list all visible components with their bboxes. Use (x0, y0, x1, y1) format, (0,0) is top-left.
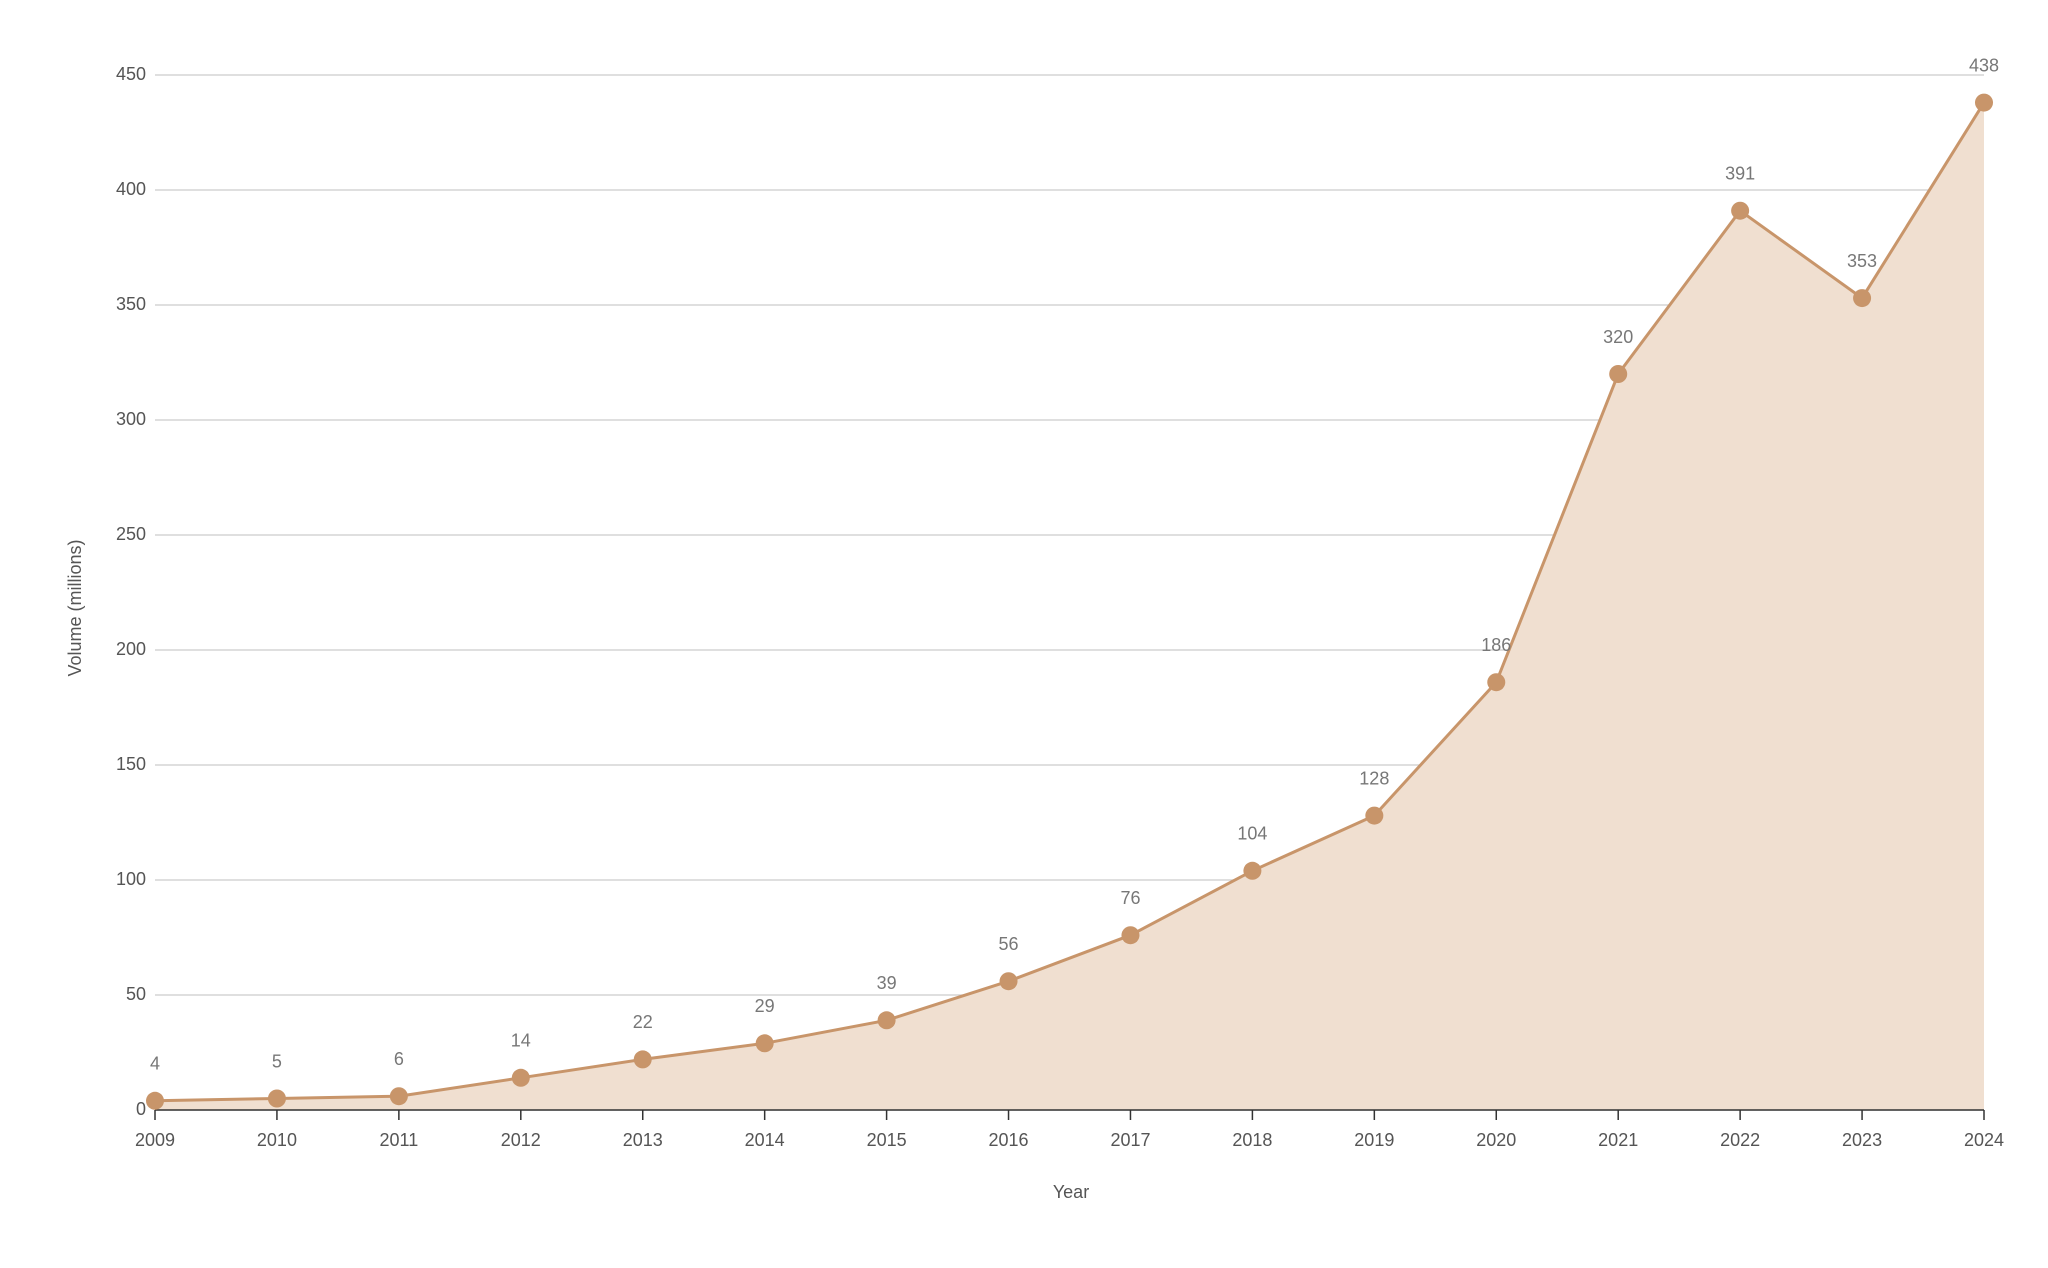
x-tick-label: 2024 (1964, 1130, 2004, 1150)
value-label: 6 (394, 1049, 404, 1069)
x-tick-label: 2017 (1110, 1130, 1150, 1150)
y-tick-label: 150 (116, 754, 146, 774)
x-tick-label: 2016 (989, 1130, 1029, 1150)
x-tick-label: 2023 (1842, 1130, 1882, 1150)
x-tick-label: 2009 (135, 1130, 175, 1150)
data-point (1121, 926, 1140, 945)
x-tick-label: 2013 (623, 1130, 663, 1150)
y-tick-label: 50 (126, 984, 146, 1004)
x-tick-label: 2020 (1476, 1130, 1516, 1150)
x-tick-label: 2014 (745, 1130, 785, 1150)
y-tick-label: 350 (116, 294, 146, 314)
value-label: 56 (999, 934, 1019, 954)
value-label: 104 (1237, 824, 1267, 844)
data-point (511, 1068, 530, 1087)
value-label: 438 (1969, 55, 1999, 75)
y-tick-label: 0 (136, 1099, 146, 1119)
data-point (1731, 201, 1750, 220)
x-tick-label: 2015 (867, 1130, 907, 1150)
area-fill (155, 102, 1984, 1111)
x-tick-label: 2011 (380, 1130, 419, 1150)
data-point (1243, 861, 1262, 880)
value-label: 353 (1847, 251, 1877, 271)
value-label: 76 (1120, 888, 1140, 908)
data-point (1365, 806, 1384, 825)
value-label: 186 (1481, 635, 1511, 655)
data-point (146, 1091, 164, 1110)
value-label: 320 (1603, 327, 1633, 347)
value-label: 22 (633, 1012, 653, 1032)
x-axis-label: Year (1053, 1182, 1089, 1202)
value-label: 14 (511, 1031, 531, 1051)
y-axis-label: Volume (millions) (65, 539, 85, 676)
data-point (1975, 93, 1993, 112)
y-tick-label: 200 (116, 639, 146, 659)
x-tick-label: 2021 (1598, 1130, 1638, 1150)
y-tick-label: 100 (116, 869, 146, 889)
data-point (633, 1050, 652, 1069)
data-point (1853, 289, 1872, 308)
data-point (999, 972, 1018, 991)
value-label: 128 (1359, 768, 1389, 788)
y-tick-label: 300 (116, 409, 146, 429)
x-tick-label: 2018 (1232, 1130, 1272, 1150)
data-point (877, 1011, 896, 1030)
x-tick-label: 2010 (257, 1130, 297, 1150)
data-point (267, 1089, 286, 1108)
value-label: 5 (272, 1051, 282, 1071)
x-tick-label: 2012 (501, 1130, 541, 1150)
x-tick-label: 2022 (1720, 1130, 1760, 1150)
data-point (389, 1087, 408, 1106)
area-line (154, 101, 1986, 1103)
value-label: 39 (877, 973, 897, 993)
y-tick-label: 400 (116, 179, 146, 199)
data-point (755, 1034, 774, 1053)
y-tick-label: 250 (116, 524, 146, 544)
value-label: 391 (1725, 163, 1755, 183)
x-tick-label: 2019 (1354, 1130, 1394, 1150)
value-label: 4 (150, 1054, 160, 1074)
y-tick-label: 450 (116, 64, 146, 84)
data-point (1487, 673, 1506, 692)
data-point (1609, 365, 1628, 383)
value-label: 29 (755, 996, 775, 1016)
